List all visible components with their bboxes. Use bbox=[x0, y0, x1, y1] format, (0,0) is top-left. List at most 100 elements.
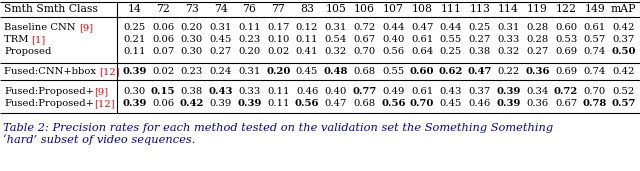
Text: 0.39: 0.39 bbox=[209, 100, 232, 109]
Text: Fused:CNN+bbox: Fused:CNN+bbox bbox=[4, 68, 99, 76]
Text: 0.50: 0.50 bbox=[611, 48, 636, 56]
Text: 0.42: 0.42 bbox=[180, 100, 204, 109]
Text: 0.25: 0.25 bbox=[468, 23, 491, 32]
Text: 0.41: 0.41 bbox=[296, 48, 318, 56]
Text: 114: 114 bbox=[498, 4, 519, 14]
Text: 0.72: 0.72 bbox=[554, 88, 578, 96]
Text: 0.12: 0.12 bbox=[296, 23, 318, 32]
Text: 0.44: 0.44 bbox=[440, 23, 462, 32]
Text: 0.43: 0.43 bbox=[440, 88, 462, 96]
Text: 0.77: 0.77 bbox=[353, 88, 377, 96]
Text: 0.31: 0.31 bbox=[209, 23, 232, 32]
Text: 0.15: 0.15 bbox=[151, 88, 175, 96]
Text: Baseline CNN: Baseline CNN bbox=[4, 23, 79, 32]
Text: 0.39: 0.39 bbox=[122, 100, 147, 109]
Text: 0.31: 0.31 bbox=[497, 23, 520, 32]
Text: 77: 77 bbox=[271, 4, 285, 14]
Text: 0.44: 0.44 bbox=[382, 23, 404, 32]
Text: 0.70: 0.70 bbox=[353, 48, 376, 56]
Text: 0.53: 0.53 bbox=[555, 36, 577, 44]
Text: 0.30: 0.30 bbox=[181, 36, 203, 44]
Text: Fused:Proposed+: Fused:Proposed+ bbox=[4, 88, 94, 96]
Text: 0.32: 0.32 bbox=[324, 48, 347, 56]
Text: 0.10: 0.10 bbox=[267, 36, 289, 44]
Text: 0.54: 0.54 bbox=[324, 36, 347, 44]
Text: [9]: [9] bbox=[79, 23, 93, 32]
Text: TRM: TRM bbox=[4, 36, 31, 44]
Text: 0.20: 0.20 bbox=[238, 48, 260, 56]
Text: 0.40: 0.40 bbox=[382, 36, 404, 44]
Text: Table 2: Precision rates for each method tested on the validation set the Someth: Table 2: Precision rates for each method… bbox=[3, 123, 553, 133]
Text: 0.11: 0.11 bbox=[267, 88, 289, 96]
Text: 0.45: 0.45 bbox=[296, 68, 318, 76]
Text: 0.67: 0.67 bbox=[353, 36, 376, 44]
Text: 0.36: 0.36 bbox=[525, 68, 550, 76]
Text: 0.32: 0.32 bbox=[497, 48, 520, 56]
Text: 0.23: 0.23 bbox=[181, 68, 203, 76]
Text: 0.11: 0.11 bbox=[123, 48, 146, 56]
Text: 0.43: 0.43 bbox=[209, 88, 233, 96]
Text: 0.11: 0.11 bbox=[267, 100, 289, 109]
Text: 0.68: 0.68 bbox=[353, 68, 376, 76]
Text: 0.67: 0.67 bbox=[555, 100, 577, 109]
Text: 83: 83 bbox=[300, 4, 314, 14]
Text: 0.28: 0.28 bbox=[526, 23, 548, 32]
Text: 0.74: 0.74 bbox=[584, 68, 606, 76]
Text: 0.11: 0.11 bbox=[238, 23, 260, 32]
Text: 0.56: 0.56 bbox=[382, 48, 404, 56]
Text: 0.55: 0.55 bbox=[382, 68, 404, 76]
Text: 0.78: 0.78 bbox=[582, 100, 607, 109]
Text: Smth Smth Class: Smth Smth Class bbox=[4, 4, 98, 14]
Text: 0.49: 0.49 bbox=[382, 88, 404, 96]
Text: 0.37: 0.37 bbox=[612, 36, 635, 44]
Text: 74: 74 bbox=[214, 4, 228, 14]
Text: 0.45: 0.45 bbox=[209, 36, 232, 44]
Text: 14: 14 bbox=[127, 4, 141, 14]
Text: 0.68: 0.68 bbox=[353, 100, 376, 109]
Text: 105: 105 bbox=[325, 4, 346, 14]
Text: 0.47: 0.47 bbox=[468, 68, 492, 76]
Text: 0.72: 0.72 bbox=[353, 23, 376, 32]
Text: 0.64: 0.64 bbox=[411, 48, 433, 56]
Text: 0.33: 0.33 bbox=[497, 36, 520, 44]
Text: [9]: [9] bbox=[94, 88, 108, 96]
Text: 0.31: 0.31 bbox=[324, 23, 347, 32]
Text: 0.24: 0.24 bbox=[209, 68, 232, 76]
Text: 0.45: 0.45 bbox=[440, 100, 462, 109]
Text: 0.61: 0.61 bbox=[411, 36, 433, 44]
Text: 0.52: 0.52 bbox=[612, 88, 635, 96]
Text: 76: 76 bbox=[243, 4, 257, 14]
Text: 107: 107 bbox=[383, 4, 404, 14]
Text: [12]: [12] bbox=[94, 100, 115, 109]
Text: Proposed: Proposed bbox=[4, 48, 51, 56]
Text: 0.62: 0.62 bbox=[439, 68, 463, 76]
Text: 0.55: 0.55 bbox=[440, 36, 462, 44]
Text: 0.39: 0.39 bbox=[496, 100, 521, 109]
Text: 0.25: 0.25 bbox=[124, 23, 145, 32]
Text: 0.40: 0.40 bbox=[324, 88, 347, 96]
Text: 0.39: 0.39 bbox=[496, 88, 521, 96]
Text: 0.25: 0.25 bbox=[440, 48, 462, 56]
Text: mAP: mAP bbox=[611, 4, 636, 14]
Text: 0.47: 0.47 bbox=[411, 23, 433, 32]
Text: 149: 149 bbox=[584, 4, 605, 14]
Text: 0.22: 0.22 bbox=[497, 68, 520, 76]
Text: 0.31: 0.31 bbox=[238, 68, 260, 76]
Text: 0.27: 0.27 bbox=[526, 48, 548, 56]
Text: 0.11: 0.11 bbox=[296, 36, 318, 44]
Text: 0.34: 0.34 bbox=[526, 88, 548, 96]
Text: 0.39: 0.39 bbox=[122, 68, 147, 76]
Text: 0.20: 0.20 bbox=[266, 68, 291, 76]
Text: 73: 73 bbox=[185, 4, 199, 14]
Text: 0.70: 0.70 bbox=[410, 100, 435, 109]
Text: 0.06: 0.06 bbox=[152, 100, 174, 109]
Text: 0.27: 0.27 bbox=[468, 36, 491, 44]
Text: 0.60: 0.60 bbox=[555, 23, 577, 32]
Text: 0.47: 0.47 bbox=[324, 100, 347, 109]
Text: 0.17: 0.17 bbox=[267, 23, 289, 32]
Text: 108: 108 bbox=[412, 4, 433, 14]
Text: 0.21: 0.21 bbox=[124, 36, 145, 44]
Text: 0.57: 0.57 bbox=[611, 100, 636, 109]
Text: 0.20: 0.20 bbox=[181, 23, 203, 32]
Text: 0.46: 0.46 bbox=[296, 88, 318, 96]
